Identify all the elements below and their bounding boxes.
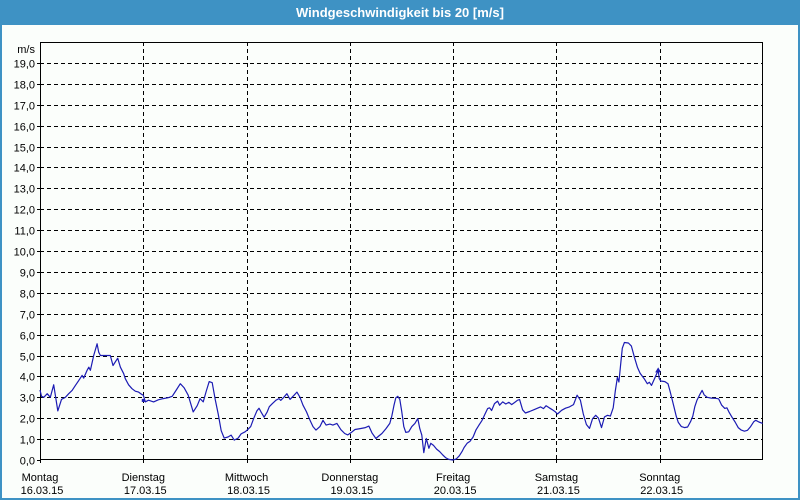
day-name-label: Freitag <box>436 472 470 484</box>
y-tick-label: 4,0 <box>20 372 35 384</box>
day-date-label: 20.03.15 <box>434 485 477 497</box>
y-tick-label: 2,0 <box>20 414 35 426</box>
day-date-label: 19.03.15 <box>330 485 373 497</box>
window-title: Windgeschwindigkeit bis 20 [m/s] <box>296 5 504 20</box>
y-axis-unit-label: m/s <box>17 44 35 56</box>
day-name-label: Mittwoch <box>225 472 268 484</box>
y-tick-label: 8,0 <box>20 289 35 301</box>
y-tick-label: 7,0 <box>20 310 35 322</box>
day-date-label: 17.03.15 <box>124 485 167 497</box>
data-marker-triangle <box>655 367 662 373</box>
y-tick-label: 12,0 <box>14 205 35 217</box>
day-date-label: 22.03.15 <box>640 485 683 497</box>
y-tick-label: 11,0 <box>14 226 35 238</box>
y-tick-label: 18,0 <box>14 80 35 92</box>
y-tick-label: 3,0 <box>20 393 35 405</box>
plot-border <box>40 42 763 460</box>
y-tick-label: 17,0 <box>14 101 35 113</box>
y-tick-label: 19,0 <box>14 59 35 71</box>
y-tick-label: 6,0 <box>20 331 35 343</box>
day-name-label: Donnerstag <box>321 472 378 484</box>
day-name-label: Dienstag <box>122 472 165 484</box>
y-tick-label: 10,0 <box>14 247 35 259</box>
y-tick-label: 0,0 <box>20 456 35 468</box>
wind-speed-line-chart: 19,0 18,0 17,0 16,0 15,0 14,0 13,0 12,0 11,0 10,0… <box>14 42 763 497</box>
y-tick-label: 1,0 <box>20 435 35 447</box>
y-tick-label: 15,0 <box>14 143 35 155</box>
window-titlebar: Windgeschwindigkeit bis 20 [m/s] <box>0 0 800 25</box>
day-date-label: 18.03.15 <box>227 485 270 497</box>
y-tick-label: 14,0 <box>14 163 35 175</box>
day-date-label: 21.03.15 <box>537 485 580 497</box>
wind-speed-series-line <box>39 341 763 461</box>
data-marker-square <box>141 398 145 402</box>
y-tick-label: 16,0 <box>14 122 35 134</box>
y-tick-label: 9,0 <box>20 268 35 280</box>
y-tick-label: 5,0 <box>20 352 35 364</box>
day-name-label: Sonntag <box>639 472 680 484</box>
chart-area: 19,0 18,0 17,0 16,0 15,0 14,0 13,0 12,0 11,0 10,0… <box>2 25 798 498</box>
y-tick-label: 13,0 <box>14 184 35 196</box>
day-name-label: Montag <box>22 472 59 484</box>
day-date-label: 16.03.15 <box>21 485 64 497</box>
day-name-label: Samstag <box>535 472 578 484</box>
